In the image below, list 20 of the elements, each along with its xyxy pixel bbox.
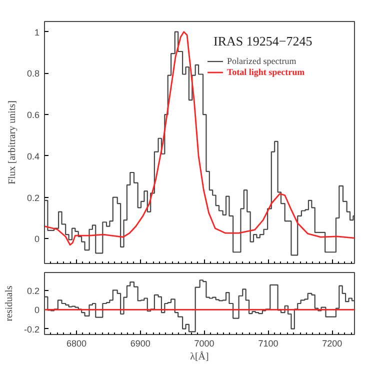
y-tick-label: 0 xyxy=(34,234,40,244)
x-axis-title: λ[Å] xyxy=(190,350,209,362)
y-tick-label: 1 xyxy=(34,27,40,38)
legend-label: Polarized spectrum xyxy=(227,56,296,66)
y-tick-label: 0.2 xyxy=(26,286,40,296)
y-tick-label: 0.2 xyxy=(26,192,40,203)
legend-label: Total light spectrum xyxy=(227,67,305,77)
x-tick-label: 7000 xyxy=(194,338,214,348)
x-tick-label: 7200 xyxy=(322,338,342,348)
y-tick-label: -0.2 xyxy=(24,324,40,334)
y-axis-title: residuals xyxy=(4,286,15,322)
x-tick-label: 6800 xyxy=(66,338,86,348)
y-axis-title: Flux [arbitrary units] xyxy=(6,100,18,184)
y-tick-label: 0 xyxy=(34,305,40,316)
annotation: IRAS 19254−7245 xyxy=(214,34,312,48)
y-tick-label: 0.4 xyxy=(26,151,40,162)
x-tick-label: 6900 xyxy=(130,338,150,348)
x-tick-label: 7100 xyxy=(258,338,278,348)
y-tick-label: 0.6 xyxy=(26,110,40,120)
y-tick-label: 0.8 xyxy=(26,68,40,79)
